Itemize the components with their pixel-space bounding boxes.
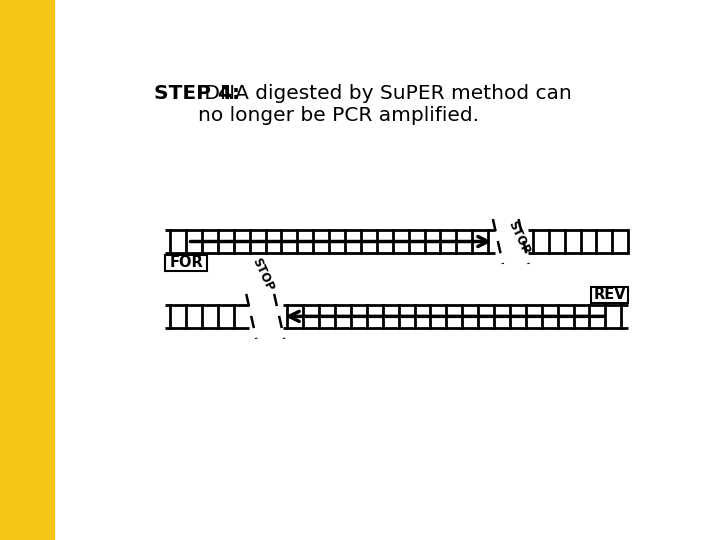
Text: FOR: FOR — [169, 255, 203, 271]
Text: REV: REV — [593, 287, 626, 302]
Text: SuPER PCR: SuPER PCR — [15, 218, 39, 365]
Text: DNA digested by SuPER method can
no longer be PCR amplified.: DNA digested by SuPER method can no long… — [198, 84, 572, 125]
Text: STEP 4:: STEP 4: — [154, 84, 240, 103]
Text: STOP: STOP — [505, 219, 532, 256]
Bar — [590, 287, 629, 303]
Bar — [166, 255, 207, 271]
Text: STOP: STOP — [249, 256, 276, 294]
